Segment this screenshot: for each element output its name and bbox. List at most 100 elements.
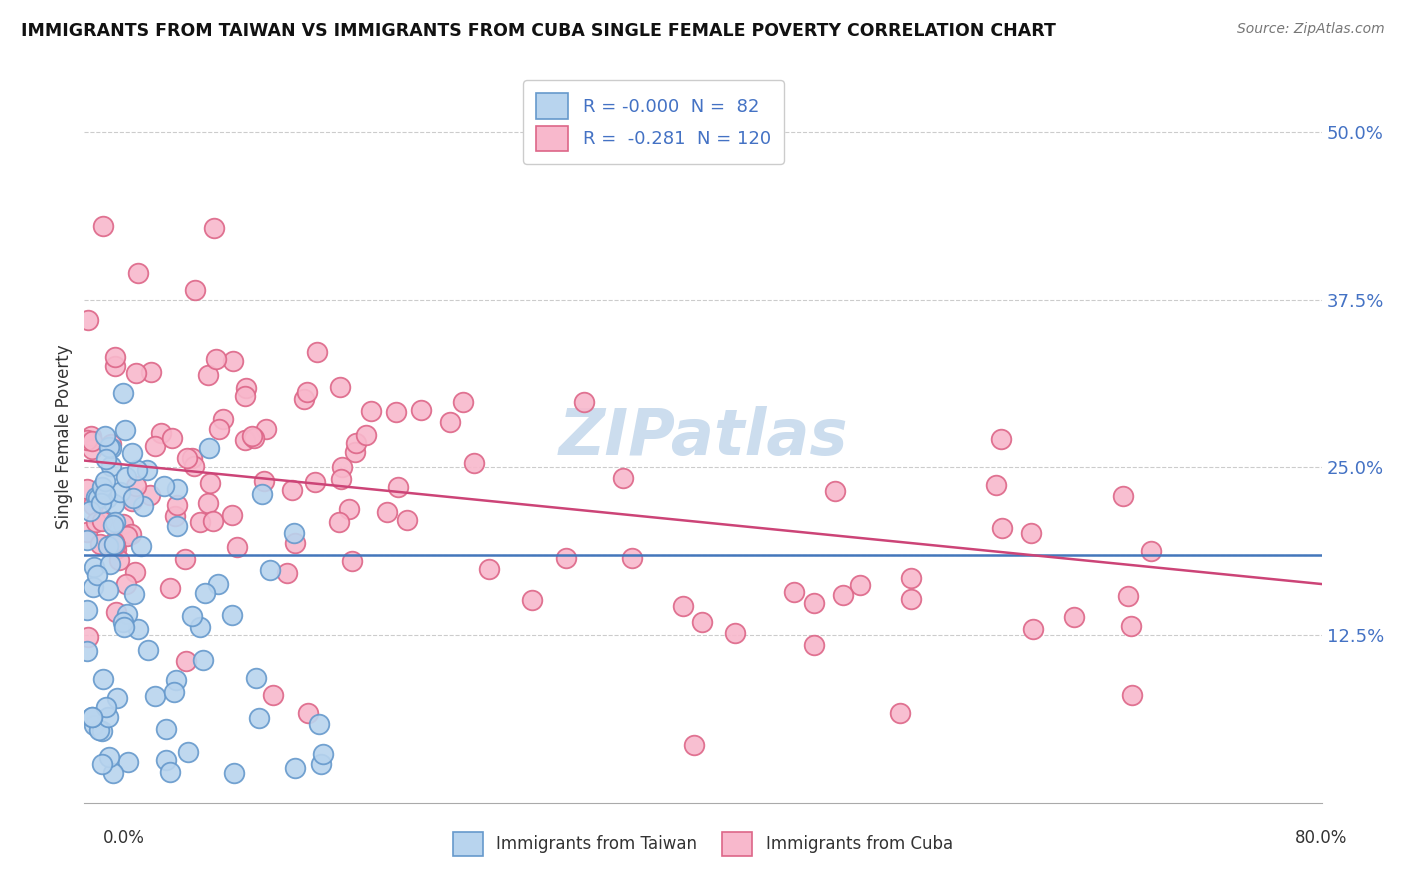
Point [259, 563, 281, 577]
Point [112, 386, 135, 401]
Point [94, 474, 117, 488]
Point [463, 456, 485, 470]
Legend: Immigrants from Taiwan, Immigrants from Cuba: Immigrants from Taiwan, Immigrants from … [444, 823, 962, 864]
Point [262, 688, 284, 702]
Point [344, 436, 367, 450]
Point [165, 673, 187, 688]
Point [990, 432, 1012, 446]
Point [991, 521, 1014, 535]
Point [176, 451, 198, 466]
Text: ZIPatlas: ZIPatlas [558, 406, 848, 468]
Point [76, 603, 98, 617]
Point [111, 517, 134, 532]
Point [207, 577, 229, 591]
Point [375, 505, 398, 519]
Point [1140, 544, 1163, 558]
Point [304, 475, 326, 490]
Point [188, 515, 211, 529]
Point [122, 587, 145, 601]
Point [82, 580, 104, 594]
Point [105, 542, 128, 557]
Point [889, 706, 911, 721]
Text: IMMIGRANTS FROM TAIWAN VS IMMIGRANTS FROM CUBA SINGLE FEMALE POVERTY CORRELATION: IMMIGRANTS FROM TAIWAN VS IMMIGRANTS FRO… [21, 22, 1056, 40]
Point [76, 524, 98, 539]
Point [340, 553, 363, 567]
Point [572, 395, 595, 409]
Point [76, 433, 98, 447]
Point [803, 596, 825, 610]
Point [221, 508, 243, 522]
Point [100, 437, 122, 451]
Point [83, 717, 105, 731]
Point [411, 402, 433, 417]
Point [180, 609, 202, 624]
Point [115, 607, 138, 622]
Point [103, 537, 125, 551]
Text: 0.0%: 0.0% [103, 829, 145, 847]
Point [122, 491, 145, 505]
Point [97, 749, 120, 764]
Point [621, 550, 644, 565]
Point [900, 571, 922, 585]
Point [160, 431, 183, 445]
Point [307, 345, 329, 359]
Point [690, 615, 713, 629]
Point [108, 553, 131, 567]
Point [1116, 589, 1139, 603]
Point [202, 515, 225, 529]
Point [191, 653, 214, 667]
Point [243, 431, 266, 445]
Point [233, 434, 256, 448]
Point [205, 351, 228, 366]
Point [245, 671, 267, 685]
Point [104, 351, 127, 365]
Point [138, 642, 160, 657]
Point [250, 487, 273, 501]
Point [100, 459, 122, 474]
Point [309, 756, 332, 771]
Point [89, 537, 111, 551]
Point [82, 498, 104, 512]
Point [159, 765, 181, 780]
Point [1112, 489, 1135, 503]
Point [80, 434, 103, 448]
Point [104, 605, 127, 619]
Point [1022, 622, 1045, 636]
Point [235, 382, 257, 396]
Point [166, 518, 188, 533]
Point [91, 480, 114, 494]
Point [76, 482, 98, 496]
Point [295, 384, 318, 399]
Y-axis label: Single Female Poverty: Single Female Poverty [55, 345, 73, 529]
Point [80, 442, 103, 456]
Point [76, 630, 98, 644]
Point [329, 379, 352, 393]
Point [150, 426, 173, 441]
Point [253, 475, 276, 489]
Point [672, 599, 695, 614]
Point [91, 514, 114, 528]
Point [79, 503, 101, 517]
Point [782, 585, 804, 599]
Point [84, 515, 107, 529]
Point [90, 496, 112, 510]
Point [104, 359, 127, 374]
Point [212, 412, 235, 426]
Point [202, 221, 225, 235]
Point [439, 416, 461, 430]
Point [555, 551, 578, 566]
Point [139, 488, 162, 502]
Point [155, 722, 177, 736]
Point [612, 471, 634, 485]
Point [101, 518, 124, 533]
Point [984, 478, 1007, 492]
Point [94, 451, 117, 466]
Point [125, 366, 148, 380]
Point [337, 502, 360, 516]
Point [96, 491, 118, 505]
Point [177, 745, 200, 759]
Point [387, 480, 409, 494]
Point [125, 463, 148, 477]
Point [124, 566, 146, 580]
Point [100, 442, 122, 456]
